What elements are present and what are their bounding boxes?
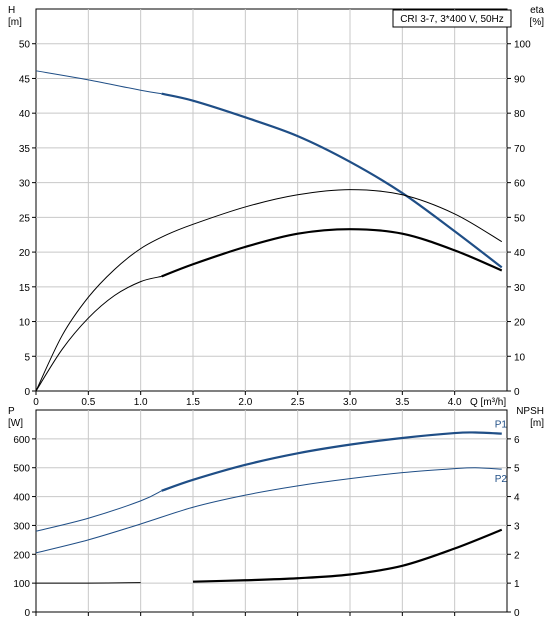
x-axis-tick-label: 4.0 bbox=[448, 397, 462, 408]
series-line-thick bbox=[161, 92, 503, 269]
series-label: P2 bbox=[495, 474, 508, 485]
series-line-thin bbox=[35, 582, 141, 584]
left-axis-tick-label: 100 bbox=[13, 579, 30, 590]
left-axis-unit: [W] bbox=[8, 418, 23, 429]
left-axis-tick-label: 25 bbox=[19, 213, 31, 224]
right-axis-tick-label: 100 bbox=[514, 40, 531, 51]
series-line bbox=[35, 189, 503, 392]
x-axis-tick-label: 2.5 bbox=[291, 397, 305, 408]
x-axis-tick-label: 3.5 bbox=[395, 397, 409, 408]
right-axis-tick-label: 6 bbox=[514, 435, 520, 446]
series-line-thin bbox=[35, 275, 162, 392]
left-axis-tick-label: 0 bbox=[24, 608, 30, 619]
head-efficiency-chart: 0 5 10 15 20 25 30 35 40 45 50 0 10 20 30 40 50 60 70 80 90 1… bbox=[8, 5, 544, 408]
left-axis-tick-label: 15 bbox=[19, 283, 31, 294]
left-axis-tick-label: 50 bbox=[19, 40, 31, 51]
right-axis-tick-label: 5 bbox=[514, 464, 520, 475]
right-axis-tick-label: 3 bbox=[514, 521, 520, 532]
left-axis-tick-label: 35 bbox=[19, 144, 31, 155]
right-axis-unit: [%] bbox=[530, 17, 545, 28]
left-axis-tick-label: 400 bbox=[13, 493, 30, 504]
left-axis-tick-label: 5 bbox=[24, 352, 30, 363]
right-axis-tick-label: 0 bbox=[514, 608, 520, 619]
series-label: P1 bbox=[495, 420, 508, 431]
x-axis-tick-label: 3.0 bbox=[343, 397, 357, 408]
series-line-thin bbox=[35, 70, 162, 95]
x-axis-tick-label: 0.5 bbox=[81, 397, 95, 408]
right-axis-label: NPSH bbox=[516, 406, 544, 417]
right-axis-tick-label: 60 bbox=[514, 179, 526, 190]
right-axis-tick-label: 4 bbox=[514, 493, 520, 504]
x-axis-tick-label: 0 bbox=[33, 397, 39, 408]
left-axis-label: P bbox=[8, 406, 15, 417]
left-axis-tick-label: 0 bbox=[24, 387, 30, 398]
left-axis-tick-label: 500 bbox=[13, 464, 30, 475]
left-axis-tick-label: 600 bbox=[13, 435, 30, 446]
x-axis-tick-label: 2.0 bbox=[238, 397, 252, 408]
left-axis-unit: [m] bbox=[8, 17, 22, 28]
series-line-thick bbox=[192, 528, 503, 583]
left-axis-tick-label: 45 bbox=[19, 74, 31, 85]
right-axis-tick-label: 50 bbox=[514, 213, 526, 224]
right-axis-tick-label: 70 bbox=[514, 144, 526, 155]
right-axis-tick-label: 2 bbox=[514, 550, 520, 561]
power-npsh-chart: 0 100 200 300 400 500 600 0 1 2 3 4 5 6 P[W] NPSH[m] P1 P… bbox=[8, 406, 544, 619]
right-axis-label: eta bbox=[530, 5, 544, 16]
chart-title: CRI 3-7, 3*400 V, 50Hz bbox=[400, 14, 504, 25]
right-axis-tick-label: 90 bbox=[514, 74, 526, 85]
left-axis-tick-label: 40 bbox=[19, 109, 31, 120]
right-axis-tick-label: 40 bbox=[514, 248, 526, 259]
left-axis-tick-label: 200 bbox=[13, 550, 30, 561]
left-axis-label: H bbox=[8, 5, 15, 16]
x-axis-label: Q [m³/h] bbox=[470, 397, 506, 408]
right-axis-tick-label: 10 bbox=[514, 352, 526, 363]
left-axis-tick-label: 300 bbox=[13, 521, 30, 532]
series-line bbox=[35, 467, 502, 554]
left-axis-tick-label: 30 bbox=[19, 179, 31, 190]
right-axis-tick-label: 0 bbox=[514, 387, 520, 398]
series-line-thick bbox=[161, 431, 502, 492]
plot-frame bbox=[35, 409, 508, 613]
right-axis-tick-label: 1 bbox=[514, 579, 520, 590]
title-box bbox=[392, 9, 512, 28]
x-axis-tick-label: 1.5 bbox=[186, 397, 200, 408]
series-line-thick bbox=[161, 228, 503, 278]
right-axis-tick-label: 20 bbox=[514, 318, 526, 329]
series-line-thin bbox=[35, 490, 162, 532]
right-axis-unit: [m] bbox=[530, 418, 544, 429]
right-axis-tick-label: 80 bbox=[514, 109, 526, 120]
left-axis-tick-label: 10 bbox=[19, 318, 31, 329]
x-axis-tick-label: 1.0 bbox=[134, 397, 148, 408]
left-axis-tick-label: 20 bbox=[19, 248, 31, 259]
right-axis-tick-label: 30 bbox=[514, 283, 526, 294]
